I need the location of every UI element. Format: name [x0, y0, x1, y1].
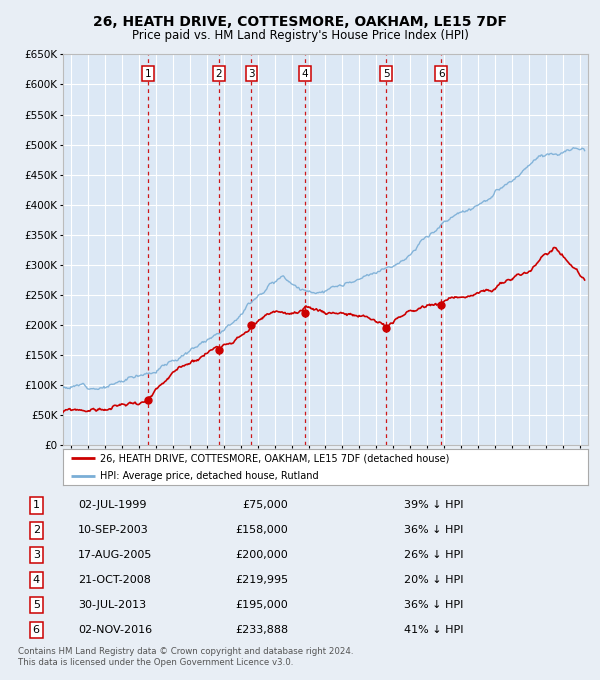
Text: 6: 6 — [438, 69, 445, 79]
Text: 26, HEATH DRIVE, COTTESMORE, OAKHAM, LE15 7DF: 26, HEATH DRIVE, COTTESMORE, OAKHAM, LE1… — [93, 15, 507, 29]
Text: £219,995: £219,995 — [235, 575, 289, 585]
Text: 41% ↓ HPI: 41% ↓ HPI — [404, 625, 463, 635]
Text: £195,000: £195,000 — [236, 600, 289, 610]
Text: 02-NOV-2016: 02-NOV-2016 — [78, 625, 152, 635]
Text: £233,888: £233,888 — [235, 625, 289, 635]
Text: 30-JUL-2013: 30-JUL-2013 — [78, 600, 146, 610]
Text: 3: 3 — [248, 69, 255, 79]
Text: Contains HM Land Registry data © Crown copyright and database right 2024.
This d: Contains HM Land Registry data © Crown c… — [18, 647, 353, 667]
Text: £158,000: £158,000 — [236, 526, 289, 535]
Text: Price paid vs. HM Land Registry's House Price Index (HPI): Price paid vs. HM Land Registry's House … — [131, 29, 469, 41]
Text: 20% ↓ HPI: 20% ↓ HPI — [404, 575, 463, 585]
Text: 39% ↓ HPI: 39% ↓ HPI — [404, 500, 463, 511]
Text: 1: 1 — [145, 69, 151, 79]
Text: 3: 3 — [32, 550, 40, 560]
Text: 26% ↓ HPI: 26% ↓ HPI — [404, 550, 463, 560]
Text: £75,000: £75,000 — [243, 500, 289, 511]
Text: 2: 2 — [32, 526, 40, 535]
Text: £200,000: £200,000 — [236, 550, 289, 560]
Text: 36% ↓ HPI: 36% ↓ HPI — [404, 600, 463, 610]
Text: HPI: Average price, detached house, Rutland: HPI: Average price, detached house, Rutl… — [100, 471, 319, 481]
Text: 26, HEATH DRIVE, COTTESMORE, OAKHAM, LE15 7DF (detached house): 26, HEATH DRIVE, COTTESMORE, OAKHAM, LE1… — [100, 454, 449, 463]
Text: 36% ↓ HPI: 36% ↓ HPI — [404, 526, 463, 535]
Text: 4: 4 — [302, 69, 308, 79]
Text: 10-SEP-2003: 10-SEP-2003 — [78, 526, 149, 535]
Text: 02-JUL-1999: 02-JUL-1999 — [78, 500, 147, 511]
Text: 6: 6 — [32, 625, 40, 635]
Text: 2: 2 — [215, 69, 222, 79]
Text: 21-OCT-2008: 21-OCT-2008 — [78, 575, 151, 585]
Text: 5: 5 — [32, 600, 40, 610]
Text: 1: 1 — [32, 500, 40, 511]
Text: 4: 4 — [32, 575, 40, 585]
Text: 17-AUG-2005: 17-AUG-2005 — [78, 550, 152, 560]
Text: 5: 5 — [383, 69, 389, 79]
